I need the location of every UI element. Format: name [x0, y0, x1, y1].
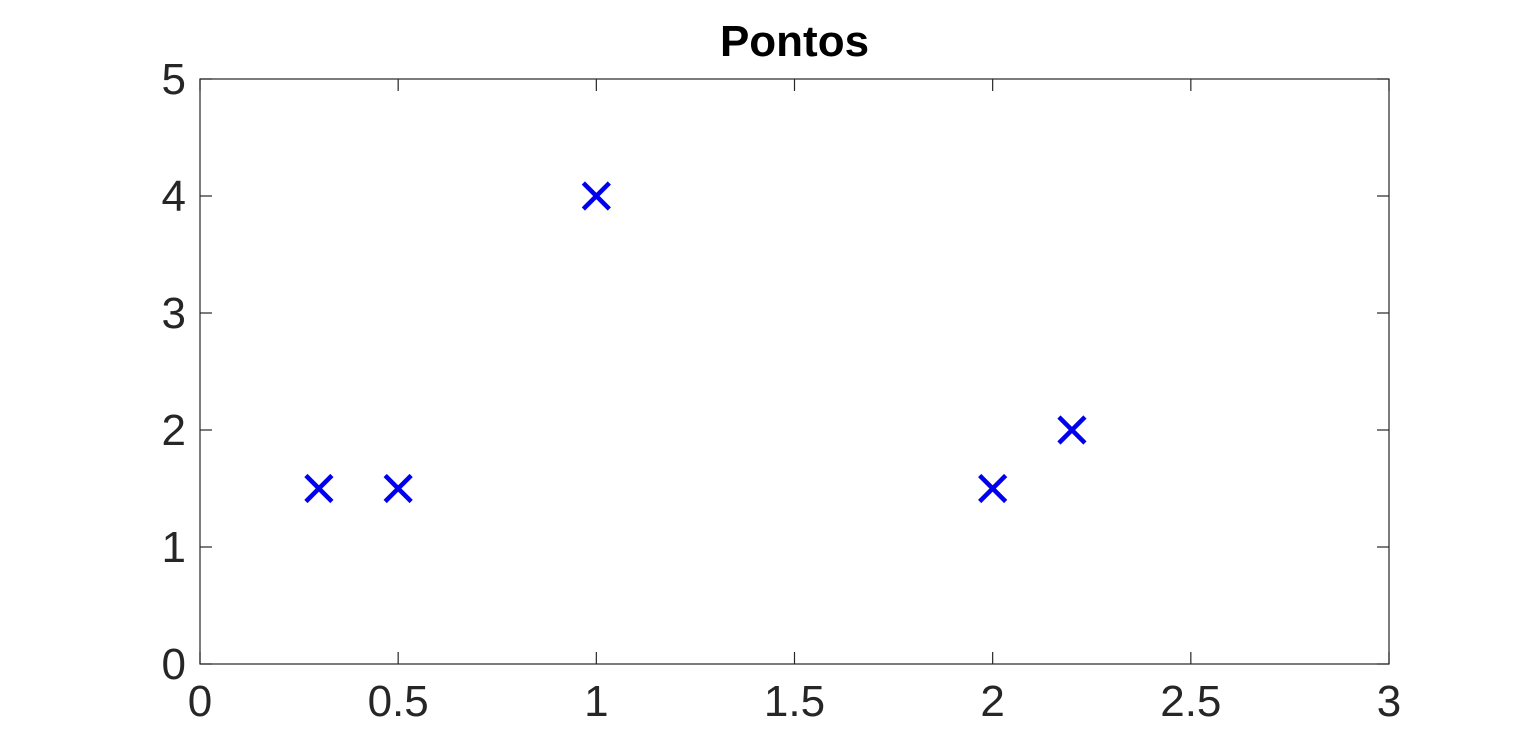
data-point-x-marker	[581, 181, 611, 211]
x-axis-tick-labels: 0 0.5 1 1.5 2 2.5 3	[188, 677, 1401, 726]
chart-title: Pontos	[720, 17, 869, 66]
x-tick-label: 3	[1377, 677, 1401, 726]
marker-stroke	[383, 473, 413, 504]
y-tick-label: 4	[162, 172, 186, 221]
data-point-x-marker	[304, 473, 334, 504]
x-tick-label: 1.5	[764, 677, 825, 726]
tick-marks	[199, 78, 1390, 665]
x-tick-label: 1	[584, 677, 608, 726]
data-points	[304, 181, 1087, 504]
plot-area-box	[199, 78, 1390, 665]
y-tick-label: 1	[162, 523, 186, 572]
data-point-x-marker	[1057, 415, 1087, 445]
x-tick-label: 0	[188, 677, 212, 726]
marker-stroke	[1057, 415, 1087, 445]
x-tick-label: 2.5	[1160, 677, 1221, 726]
y-tick-label: 2	[162, 406, 186, 455]
x-tick-label: 2	[980, 677, 1004, 726]
data-point-x-marker	[978, 473, 1008, 504]
marker-stroke	[581, 181, 611, 211]
y-tick-label: 5	[162, 55, 186, 104]
y-tick-label: 0	[162, 640, 186, 689]
y-tick-label: 3	[162, 289, 186, 338]
data-point-x-marker	[383, 473, 413, 504]
marker-stroke	[304, 473, 334, 504]
marker-stroke	[978, 473, 1008, 504]
x-tick-label: 0.5	[368, 677, 429, 726]
y-axis-tick-labels: 0 1 2 3 4 5	[162, 55, 186, 689]
